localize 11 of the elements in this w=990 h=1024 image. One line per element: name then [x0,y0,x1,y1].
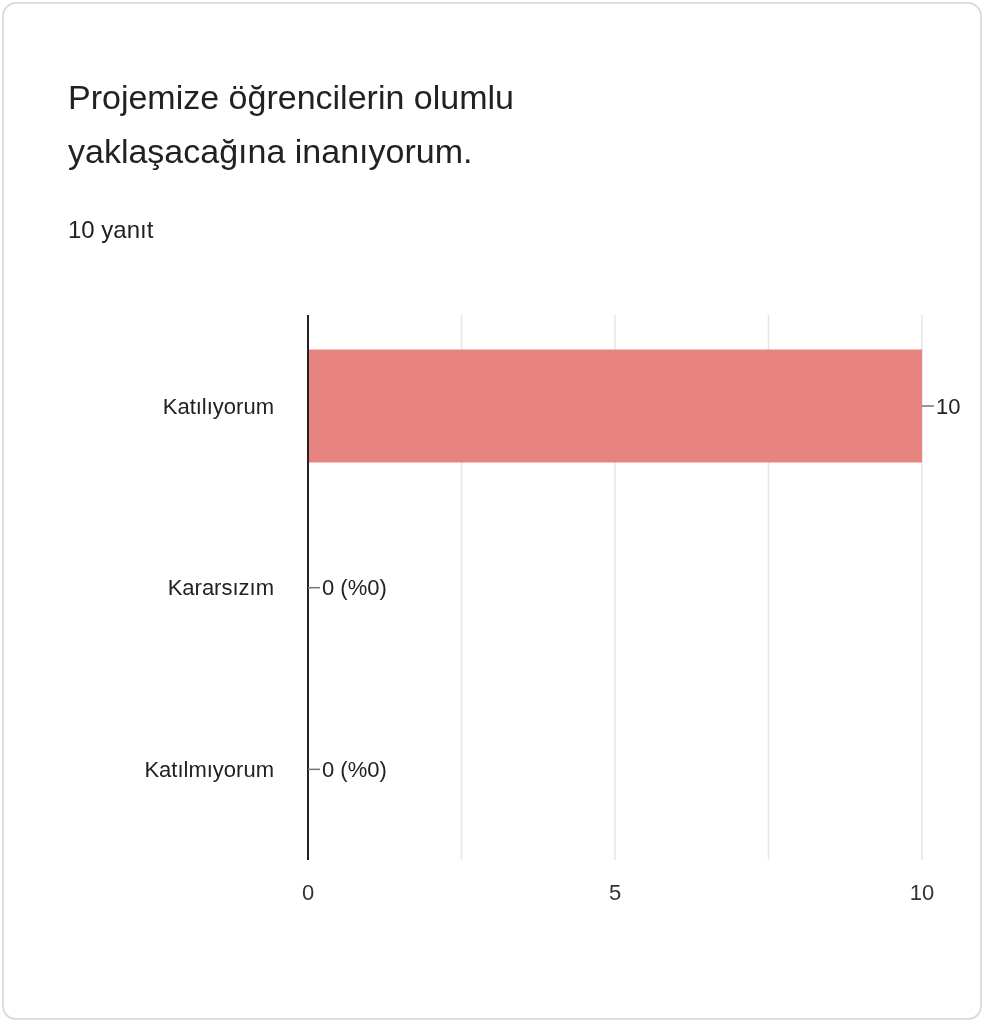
chart-title: Projemize öğrencilerin olumlu yaklaşacağına inanıyorum. [68,77,515,172]
data-label: 0 (%0) [322,575,387,601]
data-label: 10 [936,393,961,419]
x-tick-label: 0 [301,879,315,905]
x-tick-label: 10 [909,879,935,905]
data-label: 0 (%0) [322,756,387,782]
y-tick-label: Kararsızım [167,575,274,601]
y-tick-label: Katılıyorum [162,393,274,419]
text: 10 yanıt [68,216,154,244]
x-tick-label: 5 [608,879,622,905]
y-tick-label: Katılmıyorum [144,756,274,782]
